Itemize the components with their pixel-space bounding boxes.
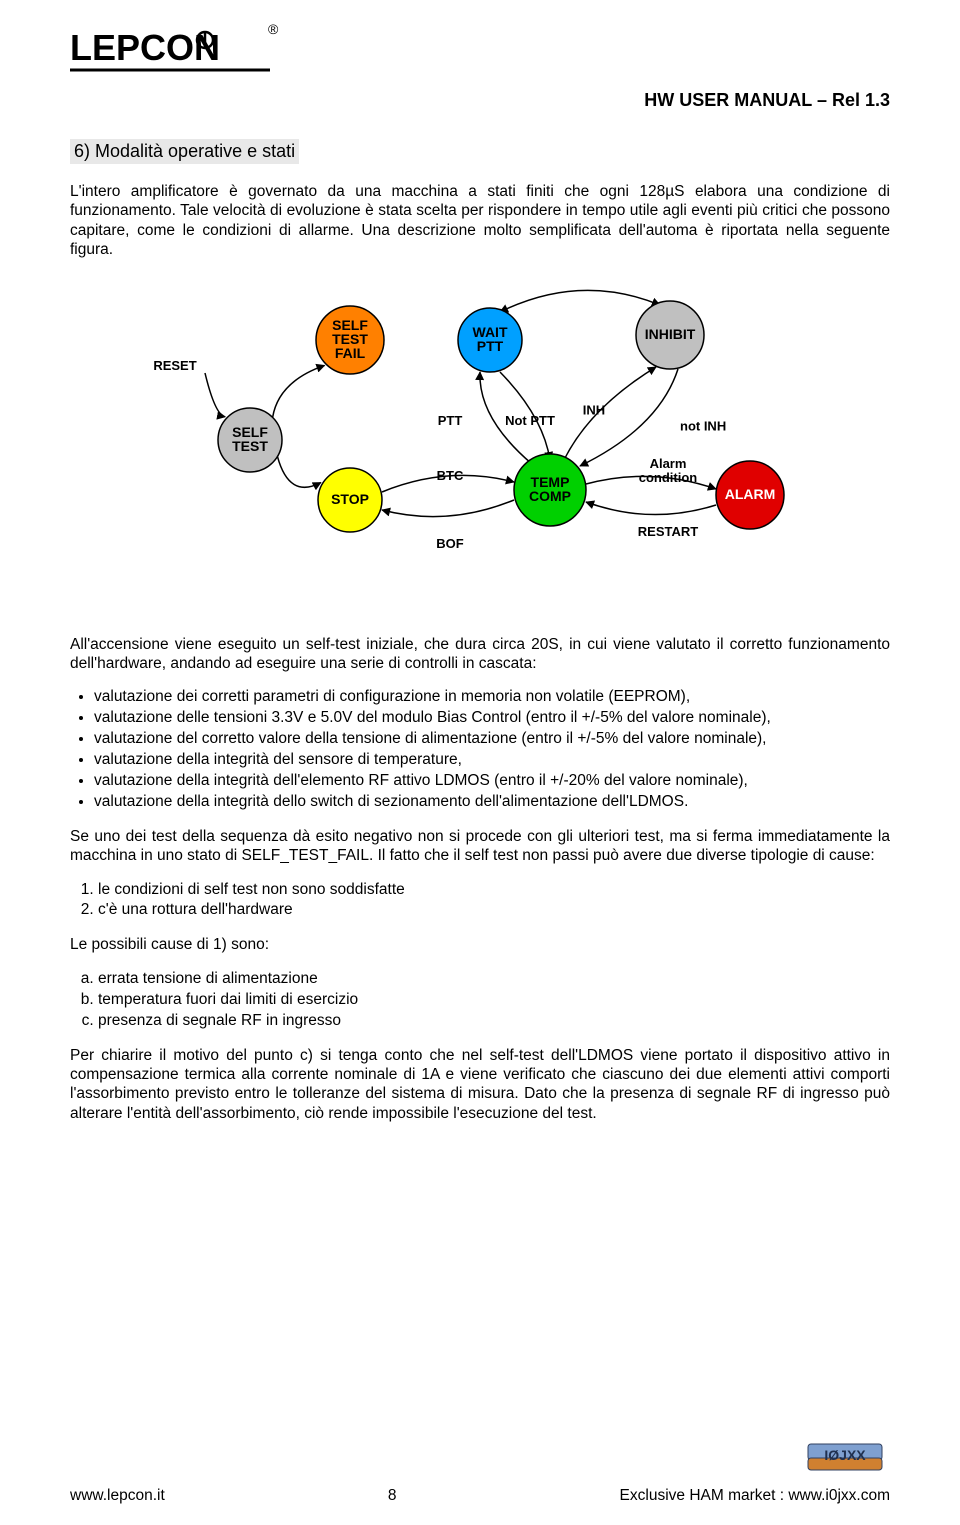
state-diagram: BTC BOF PTT Not PTT INH not INH Alarmcondition… <box>120 280 840 605</box>
svg-text:FAIL: FAIL <box>335 345 366 361</box>
page-footer: www.lepcon.it 8 IØJXX Exclusive HAM mark… <box>70 1487 890 1505</box>
registered-mark: ® <box>268 21 279 37</box>
list-item: valutazione del corretto valore della te… <box>94 729 890 750</box>
state-diagram-svg: BTC BOF PTT Not PTT INH not INH Alarmcondition… <box>120 280 840 600</box>
logo-text: LEPCON <box>70 27 220 68</box>
svg-text:TEST: TEST <box>232 438 268 454</box>
svg-text:INH: INH <box>583 402 605 417</box>
list-item: presenza di segnale RF in ingresso <box>98 1011 890 1032</box>
svg-text:ALARM: ALARM <box>725 486 776 502</box>
footer-page-number: 8 <box>165 1487 620 1505</box>
lepcon-logo-svg: LEPCON ® <box>70 20 300 80</box>
node-reset: RESET <box>153 358 196 373</box>
svg-text:Not PTT: Not PTT <box>505 413 555 428</box>
list-item: valutazione della integrità del sensore … <box>94 750 890 771</box>
svg-text:Alarm: Alarm <box>650 456 687 471</box>
lettered-list: errata tensione di alimentazionetemperat… <box>70 969 890 1032</box>
footer-right: IØJXX Exclusive HAM market : www.i0jxx.c… <box>620 1487 890 1505</box>
paragraph-4: Le possibili cause di 1) sono: <box>70 935 890 954</box>
svg-text:IØJXX: IØJXX <box>824 1447 866 1463</box>
bullets-list: valutazione dei corretti parametri di co… <box>70 687 890 813</box>
paragraph-5: Per chiarire il motivo del punto c) si t… <box>70 1046 890 1124</box>
list-item: errata tensione di alimentazione <box>98 969 890 990</box>
list-item: le condizioni di self test non sono sodd… <box>98 880 890 901</box>
footer-left: www.lepcon.it <box>70 1487 165 1505</box>
svg-text:BOF: BOF <box>436 536 464 551</box>
paragraph-3: Se uno dei test della sequenza dà esito … <box>70 827 890 866</box>
paragraph-2: All'accensione viene eseguito un self-te… <box>70 635 890 674</box>
list-item: temperatura fuori dai limiti di esercizi… <box>98 990 890 1011</box>
section-title: 6) Modalità operative e stati <box>70 139 299 164</box>
svg-text:INHIBIT: INHIBIT <box>645 326 696 342</box>
numbered-list: le condizioni di self test non sono sodd… <box>70 880 890 922</box>
svg-text:condition: condition <box>639 470 698 485</box>
jxx-badge: IØJXX <box>800 1438 890 1483</box>
svg-text:BTC: BTC <box>437 468 464 483</box>
list-item: valutazione della integrità dello switch… <box>94 792 890 813</box>
svg-text:STOP: STOP <box>331 491 369 507</box>
list-item: valutazione dei corretti parametri di co… <box>94 687 890 708</box>
list-item: c'è una rottura dell'hardware <box>98 900 890 921</box>
logo: LEPCON ® <box>70 20 300 85</box>
svg-text:PTT: PTT <box>438 413 463 428</box>
paragraph-1: L'intero amplificatore è governato da un… <box>70 182 890 260</box>
list-item: valutazione della integrità dell'element… <box>94 771 890 792</box>
doc-title: HW USER MANUAL – Rel 1.3 <box>70 90 890 111</box>
svg-text:COMP: COMP <box>529 488 571 504</box>
list-item: valutazione delle tensioni 3.3V e 5.0V d… <box>94 708 890 729</box>
svg-text:not INH: not INH <box>680 418 726 433</box>
svg-text:PTT: PTT <box>477 338 504 354</box>
svg-text:RESTART: RESTART <box>638 524 698 539</box>
document-page: LEPCON ® HW USER MANUAL – Rel 1.3 6) Mod… <box>0 0 960 1525</box>
